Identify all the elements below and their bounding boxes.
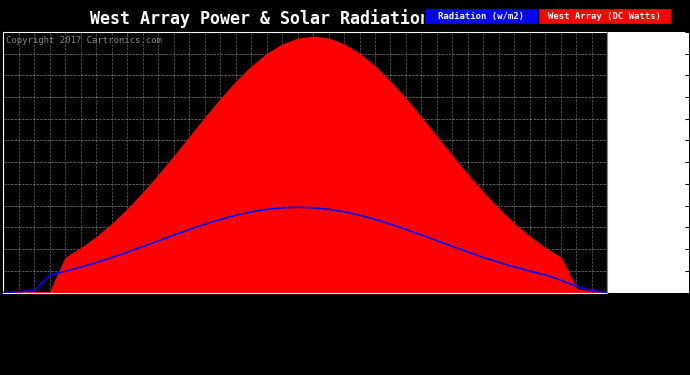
Text: 14:51: 14:51 (464, 294, 473, 317)
Text: 15:07: 15:07 (479, 294, 488, 317)
Text: 10:51: 10:51 (231, 294, 240, 317)
Text: 08:11: 08:11 (77, 294, 86, 317)
Text: 10:03: 10:03 (185, 294, 194, 317)
Text: West Array (DC Watts): West Array (DC Watts) (548, 12, 661, 21)
Text: 09:47: 09:47 (169, 294, 178, 317)
Text: 14:03: 14:03 (417, 294, 426, 317)
Text: 07:39: 07:39 (46, 294, 55, 317)
Text: 11:07: 11:07 (246, 294, 255, 317)
Text: 15:23: 15:23 (494, 294, 503, 317)
Text: 10:19: 10:19 (200, 294, 209, 317)
Text: 07:55: 07:55 (61, 294, 70, 317)
Text: 07:23: 07:23 (30, 294, 39, 317)
Text: 14:35: 14:35 (448, 294, 457, 317)
Text: 16:59: 16:59 (587, 294, 596, 317)
Text: West Array Power & Solar Radiation Mon Feb 13 17:20: West Array Power & Solar Radiation Mon F… (90, 9, 600, 28)
Text: 11:23: 11:23 (262, 294, 271, 317)
Text: 09:31: 09:31 (154, 294, 163, 317)
Text: 09:15: 09:15 (138, 294, 147, 317)
Text: 08:43: 08:43 (108, 294, 117, 317)
Text: 12:59: 12:59 (355, 294, 364, 317)
Text: Copyright 2017 Cartronics.com: Copyright 2017 Cartronics.com (6, 36, 161, 45)
Text: 11:55: 11:55 (293, 294, 302, 317)
Text: 12:43: 12:43 (339, 294, 348, 317)
Text: 15:39: 15:39 (510, 294, 519, 317)
Text: 13:47: 13:47 (402, 294, 411, 317)
Text: 06:49: 06:49 (0, 294, 8, 317)
Text: 13:15: 13:15 (371, 294, 380, 317)
Text: 07:07: 07:07 (14, 294, 23, 317)
Text: 14:19: 14:19 (433, 294, 442, 317)
Text: Radiation (w/m2): Radiation (w/m2) (438, 12, 524, 21)
Text: 11:39: 11:39 (277, 294, 286, 317)
Text: 12:11: 12:11 (308, 294, 317, 317)
Text: 16:43: 16:43 (572, 294, 581, 317)
Text: 08:27: 08:27 (92, 294, 101, 317)
Text: 16:27: 16:27 (556, 294, 565, 317)
Text: 15:55: 15:55 (525, 294, 534, 317)
Text: 10:35: 10:35 (216, 294, 225, 317)
Text: 08:59: 08:59 (123, 294, 132, 317)
Text: 12:27: 12:27 (324, 294, 333, 317)
Text: 16:11: 16:11 (541, 294, 550, 317)
Text: 13:31: 13:31 (386, 294, 395, 317)
Text: 17:15: 17:15 (602, 294, 612, 317)
